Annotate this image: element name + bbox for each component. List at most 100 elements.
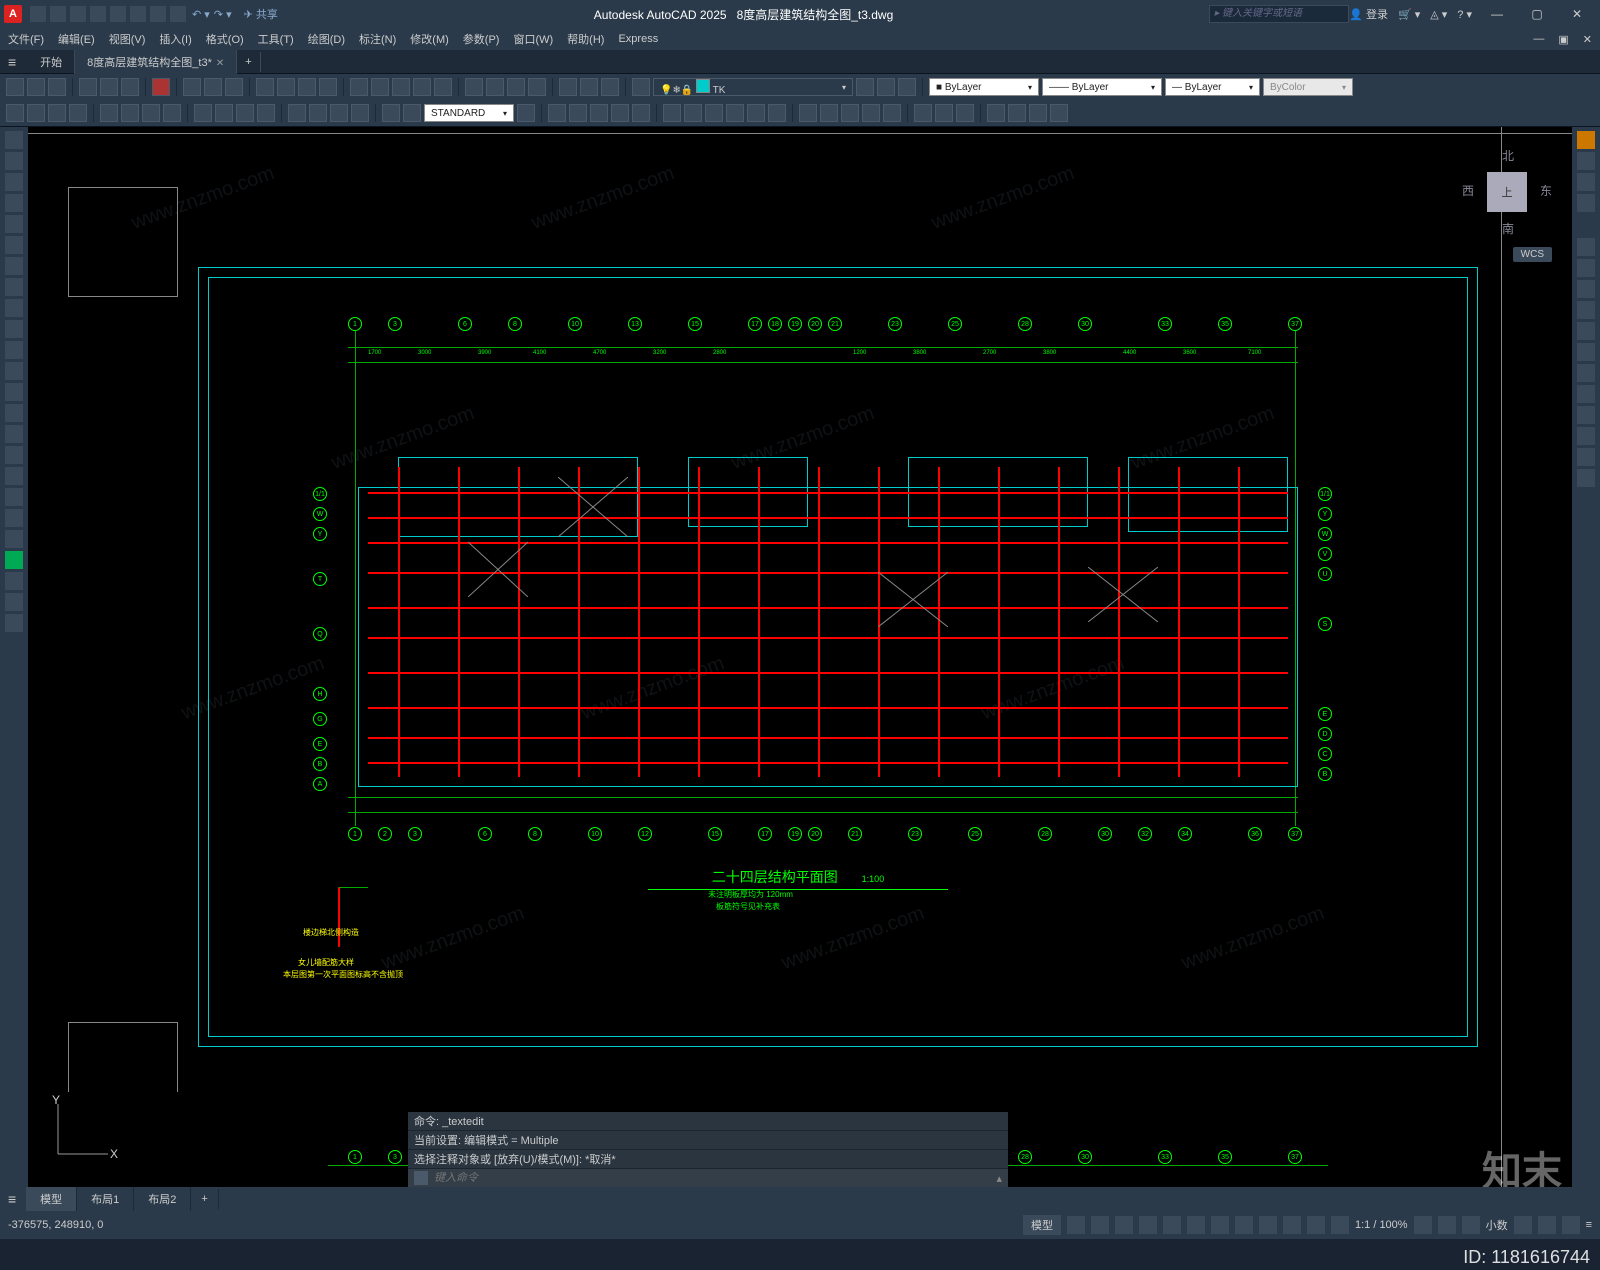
line-tool-icon[interactable] — [5, 131, 23, 149]
maximize-button[interactable]: ▢ — [1522, 4, 1552, 24]
tool-plot-icon[interactable] — [79, 78, 97, 96]
tab-start[interactable]: 开始 — [28, 50, 75, 74]
measure-list-icon[interactable] — [1050, 104, 1068, 122]
tool-orbit-icon[interactable] — [392, 78, 410, 96]
login-button[interactable]: 👤 登录 — [1349, 6, 1388, 22]
minimize-button[interactable]: — — [1482, 4, 1512, 24]
dim-arc-icon[interactable] — [48, 104, 66, 122]
menu-insert[interactable]: 插入(I) — [159, 31, 191, 47]
mod-scale-icon[interactable] — [705, 104, 723, 122]
polygon-tool-icon[interactable] — [5, 236, 23, 254]
mod-copy-icon[interactable] — [569, 104, 587, 122]
ellipse-tool-icon[interactable] — [5, 257, 23, 275]
mod-join-icon[interactable] — [820, 104, 838, 122]
tab-active-drawing[interactable]: 8度高层建筑结构全图_t3*✕ — [75, 50, 237, 74]
menu-file[interactable]: 文件(F) — [8, 31, 44, 47]
print-icon[interactable] — [170, 6, 186, 22]
layer-dropdown[interactable]: 💡❄🔒 TK▾ — [653, 78, 853, 96]
tool-dc-icon[interactable] — [486, 78, 504, 96]
tool-match-icon[interactable] — [256, 78, 274, 96]
sel-cycle-icon[interactable] — [1577, 469, 1595, 487]
boundary-tool-icon[interactable] — [5, 509, 23, 527]
region-tool-icon[interactable] — [5, 362, 23, 380]
command-input[interactable] — [434, 1172, 988, 1184]
tool-zoomwin-icon[interactable] — [434, 78, 452, 96]
field-tool-icon[interactable] — [5, 572, 23, 590]
tab-menu-icon[interactable]: ≡ — [8, 54, 16, 70]
dim-baseline-icon[interactable] — [194, 104, 212, 122]
tool-block-icon[interactable] — [277, 78, 295, 96]
menu-view[interactable]: 视图(V) — [109, 31, 146, 47]
tool-layeroff-icon[interactable] — [601, 78, 619, 96]
menubar-minimize-icon[interactable]: — — [1533, 33, 1544, 45]
isolate-icon[interactable] — [1514, 1216, 1532, 1234]
arc-tool-icon[interactable] — [5, 194, 23, 212]
sel-fence-icon[interactable] — [1577, 280, 1595, 298]
inspect-icon[interactable] — [330, 104, 348, 122]
mod-stretch-icon[interactable] — [726, 104, 744, 122]
sel-lasso-icon[interactable] — [1577, 301, 1595, 319]
wcs-badge[interactable]: WCS — [1513, 247, 1552, 262]
help-search-input[interactable]: ▸ 键入关键字或短语 — [1209, 5, 1349, 23]
measure-area-icon[interactable] — [1008, 104, 1026, 122]
mod-fillet-icon[interactable] — [862, 104, 880, 122]
mod-break-icon[interactable] — [799, 104, 817, 122]
tool-zoom-icon[interactable] — [371, 78, 389, 96]
model-space-button[interactable]: 模型 — [1023, 1215, 1061, 1235]
menubar-restore-icon[interactable]: ▣ — [1558, 33, 1568, 46]
command-prompt-icon[interactable] — [414, 1171, 428, 1185]
close-button[interactable]: ✕ — [1562, 4, 1592, 24]
command-expand-icon[interactable]: ▴ — [996, 1172, 1002, 1185]
tool-paste-icon[interactable] — [225, 78, 243, 96]
tool-layer-icon[interactable] — [559, 78, 577, 96]
tolerance-icon[interactable] — [288, 104, 306, 122]
otrack-toggle-icon[interactable] — [1187, 1216, 1205, 1234]
textstyle-dropdown[interactable]: STANDARD▾ — [424, 104, 514, 122]
leader-icon[interactable] — [382, 104, 400, 122]
menu-tools[interactable]: 工具(T) — [258, 31, 294, 47]
clean-screen-icon[interactable] — [1562, 1216, 1580, 1234]
plot-icon[interactable] — [110, 6, 126, 22]
linetype-dropdown[interactable]: —— ByLayer▾ — [1042, 78, 1162, 96]
undo-dropdown-icon[interactable]: ↶ ▾ — [192, 8, 210, 21]
lineweight-dropdown[interactable]: — ByLayer▾ — [1165, 78, 1260, 96]
anno-monitor-icon[interactable] — [1462, 1216, 1480, 1234]
tab-layout1[interactable]: 布局1 — [77, 1187, 134, 1211]
tool-cut-icon[interactable] — [183, 78, 201, 96]
drawing-canvas[interactable]: www.znzmo.com www.znzmo.com www.znzmo.co… — [28, 127, 1572, 1187]
revision-tool-icon[interactable] — [5, 593, 23, 611]
group-edit-icon[interactable] — [956, 104, 974, 122]
workspace-icon[interactable] — [1438, 1216, 1456, 1234]
menu-draw[interactable]: 绘图(D) — [308, 31, 345, 47]
mleader-icon[interactable] — [403, 104, 421, 122]
sel-filter-icon[interactable] — [1577, 364, 1595, 382]
hardware-icon[interactable] — [1538, 1216, 1556, 1234]
sel-prev-icon[interactable] — [1577, 427, 1595, 445]
osnap-toggle-icon[interactable] — [1163, 1216, 1181, 1234]
dimstyle-icon[interactable] — [517, 104, 535, 122]
sel-similar-icon[interactable] — [1577, 385, 1595, 403]
insert-tool-icon[interactable] — [5, 446, 23, 464]
block-tool-icon[interactable] — [5, 425, 23, 443]
menu-modify[interactable]: 修改(M) — [410, 31, 449, 47]
undo-icon[interactable] — [130, 6, 146, 22]
layer-props-icon[interactable] — [632, 78, 650, 96]
sel-window-icon[interactable] — [1577, 238, 1595, 256]
app-switcher-icon[interactable]: ◬ ▾ — [1430, 8, 1447, 21]
tool-palette-icon[interactable] — [507, 78, 525, 96]
snap-toggle-icon[interactable] — [1091, 1216, 1109, 1234]
tool-copy-icon[interactable] — [204, 78, 222, 96]
tab-model[interactable]: 模型 — [26, 1187, 77, 1211]
layer-state-icon[interactable] — [877, 78, 895, 96]
mod-trim-icon[interactable] — [747, 104, 765, 122]
tool-new-icon[interactable] — [6, 78, 24, 96]
dim-break-icon[interactable] — [257, 104, 275, 122]
group-icon[interactable] — [914, 104, 932, 122]
menu-dimension[interactable]: 标注(N) — [359, 31, 396, 47]
gear-icon[interactable] — [1414, 1216, 1432, 1234]
new-icon[interactable] — [30, 6, 46, 22]
save-icon[interactable] — [70, 6, 86, 22]
menu-express[interactable]: Express — [618, 33, 658, 45]
open-icon[interactable] — [50, 6, 66, 22]
tab-layout2[interactable]: 布局2 — [134, 1187, 191, 1211]
